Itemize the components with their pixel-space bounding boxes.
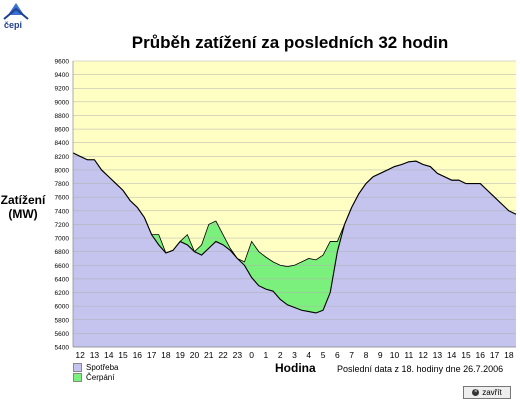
y-tick-label: 8600 <box>55 127 70 134</box>
x-tick-label: 23 <box>233 350 243 360</box>
x-tick-label: 21 <box>204 350 214 360</box>
x-tick-label: 0 <box>249 350 254 360</box>
x-tick-label: 5 <box>321 350 326 360</box>
x-tick-label: 14 <box>104 350 114 360</box>
x-axis-label: Hodina <box>275 361 316 375</box>
cepi-logo-icon <box>3 3 29 20</box>
logo-text: čepi <box>4 20 23 30</box>
x-tick-label: 20 <box>190 350 200 360</box>
x-tick-label: 13 <box>433 350 443 360</box>
y-tick-label: 6400 <box>55 276 70 283</box>
series-consumption-area <box>73 152 516 347</box>
y-tick-label: 7200 <box>55 222 70 229</box>
x-tick-label: 4 <box>306 350 311 360</box>
x-tick-label: 22 <box>218 350 228 360</box>
x-tick-label: 16 <box>476 350 486 360</box>
y-tick-label: 9000 <box>55 99 70 106</box>
series-consumption-line <box>72 152 517 314</box>
y-tick-label: 7000 <box>55 236 70 243</box>
y-tick-label: 9400 <box>55 72 70 79</box>
y-tick-label: 5600 <box>55 331 70 338</box>
x-tick-label: 14 <box>447 350 457 360</box>
x-tick-label: 13 <box>90 350 100 360</box>
x-tick-label: 17 <box>147 350 157 360</box>
y-axis-label-line2: (MW) <box>8 207 38 221</box>
x-tick-label: 18 <box>161 350 171 360</box>
x-tick-label: 12 <box>75 350 85 360</box>
close-label: zavřít <box>482 388 502 397</box>
x-tick-label: 15 <box>118 350 128 360</box>
x-tick-label: 9 <box>378 350 383 360</box>
x-tick-label: 12 <box>418 350 428 360</box>
y-tick-label: 7800 <box>55 181 70 188</box>
x-tick-label: 19 <box>175 350 185 360</box>
y-tick-label: 9200 <box>55 86 70 93</box>
y-tick-label: 6000 <box>55 304 70 311</box>
y-axis-label-line1: Zatížení <box>0 193 46 207</box>
x-tick-label: 15 <box>461 350 471 360</box>
legend-item-pumping: Čerpání <box>73 372 118 382</box>
x-tick-label: 10 <box>390 350 400 360</box>
y-tick-label: 8200 <box>55 154 70 161</box>
x-tick-label: 2 <box>278 350 283 360</box>
y-tick-label: 7600 <box>55 195 70 202</box>
x-tick-label: 6 <box>335 350 340 360</box>
x-tick-label: 16 <box>133 350 143 360</box>
y-tick-label: 5800 <box>55 317 70 324</box>
legend: Spotřeba Čerpání <box>73 362 118 382</box>
legend-label-pumping: Čerpání <box>86 372 115 382</box>
x-tick-label: 7 <box>349 350 354 360</box>
x-tick-label: 8 <box>364 350 369 360</box>
x-tick-label: 18 <box>504 350 514 360</box>
last-data-note: Poslední data z 18. hodiny dne 26.7.2006 <box>337 364 504 374</box>
y-tick-label: 9600 <box>55 59 70 66</box>
close-icon: × <box>472 389 480 396</box>
x-tick-label: 1 <box>264 350 269 360</box>
y-tick-label: 8000 <box>55 167 70 174</box>
x-tick-label: 3 <box>292 350 297 360</box>
y-tick-label: 8400 <box>55 140 70 147</box>
legend-item-consumption: Spotřeba <box>73 362 118 372</box>
y-axis-label: Zatížení (MW) <box>0 193 46 221</box>
y-tick-label: 6200 <box>55 290 70 297</box>
chart-title: Průběh zatížení za posledních 32 hodin <box>131 33 449 52</box>
header-bar: čepi <box>0 0 520 34</box>
close-button[interactable]: × zavřít <box>463 386 511 399</box>
x-tick-label: 11 <box>404 350 413 360</box>
legend-label-consumption: Spotřeba <box>86 362 119 372</box>
y-tick-label: 5400 <box>55 345 70 352</box>
y-tick-label: 7400 <box>55 208 70 215</box>
y-tick-label: 6600 <box>55 263 70 270</box>
x-tick-label: 17 <box>490 350 500 360</box>
y-tick-label: 6800 <box>55 249 70 256</box>
legend-swatch-pumping <box>73 372 82 382</box>
legend-swatch-consumption <box>73 362 82 372</box>
y-tick-label: 8800 <box>55 113 70 120</box>
